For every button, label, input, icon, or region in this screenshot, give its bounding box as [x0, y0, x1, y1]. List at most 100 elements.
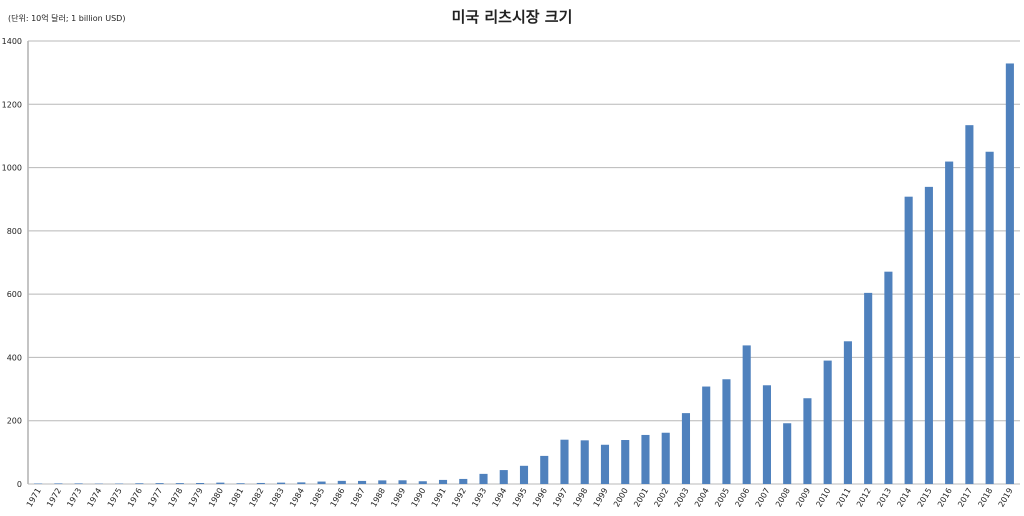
x-tick-label: 1979	[187, 487, 205, 509]
y-tick-label: 200	[7, 417, 22, 426]
bar	[925, 187, 933, 484]
bar	[824, 361, 832, 484]
y-tick-label: 400	[7, 353, 22, 362]
bar	[641, 435, 649, 484]
x-tick-label: 1982	[248, 487, 266, 509]
bar	[965, 125, 973, 484]
x-tick-label: 1999	[592, 487, 610, 509]
bar	[135, 483, 143, 484]
bar	[459, 479, 467, 484]
bar	[803, 398, 811, 484]
x-tick-label: 2012	[855, 487, 873, 509]
x-tick-label: 2017	[956, 487, 974, 509]
bar	[277, 483, 285, 484]
x-tick-label: 1986	[329, 487, 347, 509]
x-tick-label: 1992	[450, 487, 468, 509]
bar	[156, 483, 164, 484]
x-tick-label: 2007	[754, 487, 772, 509]
bar	[783, 423, 791, 484]
bar	[540, 456, 548, 484]
x-tick-label: 2000	[612, 487, 630, 509]
x-tick-label: 2011	[835, 487, 853, 509]
x-tick-label: 1988	[369, 487, 387, 509]
chart-title: 미국 리츠시장 크기	[452, 8, 573, 26]
bar	[905, 197, 913, 484]
bar	[986, 152, 994, 484]
bar	[479, 474, 487, 484]
bar	[520, 466, 528, 484]
x-tick-label: 1973	[65, 487, 83, 509]
x-tick-label: 2014	[895, 487, 913, 509]
x-tick-label: 1984	[288, 487, 306, 509]
bar	[318, 482, 326, 484]
bar	[1006, 63, 1014, 484]
x-tick-label: 2001	[632, 487, 650, 509]
x-tick-label: 1993	[470, 487, 488, 509]
x-tick-label: 1980	[207, 487, 225, 509]
bar	[439, 480, 447, 484]
bar	[358, 481, 366, 484]
y-tick-label: 600	[7, 290, 22, 299]
chart-subtitle: (단위: 10억 달러; 1 billion USD)	[8, 13, 125, 23]
x-tick-label: 2003	[673, 487, 691, 509]
x-tick-label: 1981	[227, 487, 245, 509]
x-tick-label: 1994	[491, 487, 509, 509]
bar	[257, 483, 265, 484]
x-tick-label: 2004	[693, 487, 711, 509]
x-tick-label: 1987	[349, 487, 367, 509]
x-tick-label: 1972	[45, 487, 63, 509]
bar	[621, 440, 629, 484]
x-tick-label: 1989	[389, 487, 407, 509]
x-tick-label: 2006	[733, 487, 751, 509]
x-tick-label: 2015	[916, 487, 934, 509]
bar	[662, 433, 670, 484]
x-tick-label: 1996	[531, 487, 549, 509]
bar	[237, 483, 245, 484]
bar	[864, 293, 872, 484]
x-tick-label: 2002	[652, 487, 670, 509]
x-tick-label: 2010	[814, 487, 832, 509]
x-tick-label: 2018	[976, 487, 994, 509]
x-tick-label: 1977	[146, 487, 164, 509]
y-tick-label: 0	[17, 480, 22, 489]
bar	[75, 483, 83, 484]
bar	[176, 483, 184, 484]
y-tick-label: 1400	[2, 37, 22, 46]
x-tick-label: 1990	[410, 487, 428, 509]
bar	[743, 345, 751, 484]
bar	[196, 483, 204, 484]
bar	[581, 440, 589, 484]
bar	[378, 480, 386, 484]
bar	[297, 482, 305, 484]
y-tick-label: 800	[7, 227, 22, 236]
y-tick-label: 1000	[2, 164, 22, 173]
y-tick-label: 1200	[2, 100, 22, 109]
x-tick-label: 1995	[511, 487, 529, 509]
bar	[398, 480, 406, 484]
x-tick-label: 2013	[875, 487, 893, 509]
x-tick-label: 1997	[551, 487, 569, 509]
bar	[844, 341, 852, 484]
bar	[945, 162, 953, 484]
x-tick-label: 1975	[106, 487, 124, 509]
x-tick-label: 1976	[126, 487, 144, 509]
x-tick-label: 1985	[308, 487, 326, 509]
bar	[702, 387, 710, 484]
x-tick-label: 1983	[268, 487, 286, 509]
x-tick-label: 1991	[430, 487, 448, 509]
bar	[884, 272, 892, 484]
x-tick-label: 2016	[936, 487, 954, 509]
x-tick-label: 2009	[794, 487, 812, 509]
bar	[722, 379, 730, 484]
bar	[419, 481, 427, 484]
x-tick-label: 1978	[167, 487, 185, 509]
x-tick-label: 2005	[713, 487, 731, 509]
x-tick-label: 2019	[997, 487, 1015, 509]
bar	[54, 483, 62, 484]
bar	[216, 483, 224, 484]
bar	[763, 385, 771, 484]
x-tick-label: 1974	[86, 487, 104, 509]
x-tick-label: 1998	[571, 487, 589, 509]
x-tick-label: 2008	[774, 487, 792, 509]
